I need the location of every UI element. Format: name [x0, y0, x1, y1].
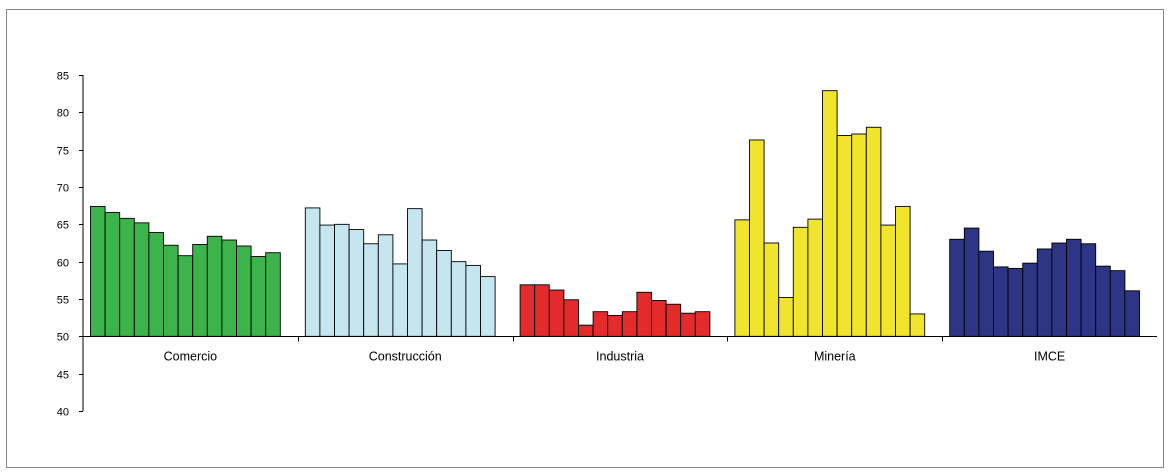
bar-construcción	[319, 224, 335, 337]
bar-minería	[763, 242, 780, 337]
bar-minería	[895, 205, 911, 337]
y-tick-label: 85	[57, 71, 69, 83]
bar-construcción	[348, 229, 365, 337]
category-label: IMCE	[1034, 350, 1065, 364]
bar-comercio	[221, 239, 237, 337]
bar-industria	[519, 284, 536, 337]
bar-imce	[1022, 262, 1038, 337]
bar-imce	[1080, 243, 1097, 337]
bar-imce	[993, 266, 1009, 337]
bar-construcción	[377, 234, 394, 337]
bar-construcción	[480, 276, 496, 337]
y-tick-label: 65	[57, 220, 69, 232]
bar-industria	[578, 324, 594, 337]
category-label: Comercio	[164, 350, 218, 364]
bar-industria	[636, 291, 652, 337]
bar-imce	[1095, 265, 1111, 337]
bar-imce	[1109, 270, 1126, 337]
bar-imce	[978, 250, 994, 337]
labels-layer: 40 45 50 55 60 65 70 75 80 85 Comercio Construcción…	[57, 71, 1065, 419]
bar-construcción	[392, 263, 408, 337]
bar-minería	[865, 126, 882, 337]
bar-minería	[792, 226, 809, 337]
y-tick-label: 75	[57, 146, 69, 158]
bar-comercio	[265, 252, 281, 337]
bar-construcción	[421, 239, 438, 337]
bar-construcción	[407, 208, 423, 337]
bar-industria	[621, 311, 638, 337]
bar-comercio	[192, 244, 208, 337]
bar-imce	[963, 227, 980, 337]
bar-industria	[534, 284, 550, 337]
bar-minería	[909, 313, 926, 337]
bar-comercio	[163, 244, 179, 337]
bar-minería	[778, 297, 794, 337]
bar-minería	[749, 139, 765, 337]
chart: 40 45 50 55 60 65 70 75 80 85 Comercio Construcción…	[57, 71, 1157, 419]
bar-comercio	[206, 235, 223, 337]
chart-frame: 40 45 50 55 60 65 70 75 80 85 Comercio Construcción…	[6, 9, 1164, 468]
y-tick-label: 50	[57, 332, 69, 344]
bar-minería	[836, 135, 853, 337]
y-tick-label: 70	[57, 183, 69, 195]
bar-imce	[949, 238, 965, 337]
bar-minería	[807, 218, 823, 337]
bar-construcción	[334, 223, 350, 337]
bar-comercio	[104, 211, 121, 337]
bar-comercio	[133, 222, 150, 337]
bar-comercio	[148, 232, 164, 337]
bar-minería	[851, 133, 867, 337]
bar-industria	[607, 314, 623, 337]
bar-minería	[880, 224, 896, 337]
bar-comercio	[119, 217, 135, 337]
bar-imce	[1036, 248, 1053, 337]
bar-construcción	[363, 243, 379, 337]
bar-industria	[563, 299, 579, 337]
bar-construcción	[436, 250, 452, 337]
category-label: Minería	[814, 350, 856, 364]
bar-comercio	[90, 205, 106, 337]
bar-minería	[822, 90, 838, 337]
bar-industria	[651, 300, 667, 337]
bar-industria	[680, 312, 696, 337]
bar-imce	[1051, 242, 1067, 337]
bar-imce	[1124, 290, 1140, 337]
bar-imce	[1066, 238, 1082, 337]
y-tick-label: 45	[57, 370, 69, 382]
bar-comercio	[177, 255, 194, 337]
bar-construcción	[465, 264, 481, 337]
bar-industria	[592, 311, 609, 337]
category-label: Industria	[596, 350, 644, 364]
y-tick-label: 55	[57, 295, 69, 307]
bar-construcción	[304, 207, 321, 337]
y-tick-label: 80	[57, 108, 69, 120]
y-tick-label: 40	[57, 407, 69, 419]
bar-construcción	[450, 261, 467, 337]
category-label: Construcción	[369, 350, 442, 364]
y-tick-label: 60	[57, 258, 69, 270]
bar-comercio	[250, 255, 267, 337]
bar-comercio	[236, 245, 252, 337]
bar-minería	[734, 219, 750, 337]
bar-industria	[694, 311, 711, 337]
bars-layer	[90, 90, 1140, 337]
bar-industria	[548, 289, 565, 337]
bar-industria	[665, 303, 682, 337]
bar-imce	[1007, 267, 1024, 337]
